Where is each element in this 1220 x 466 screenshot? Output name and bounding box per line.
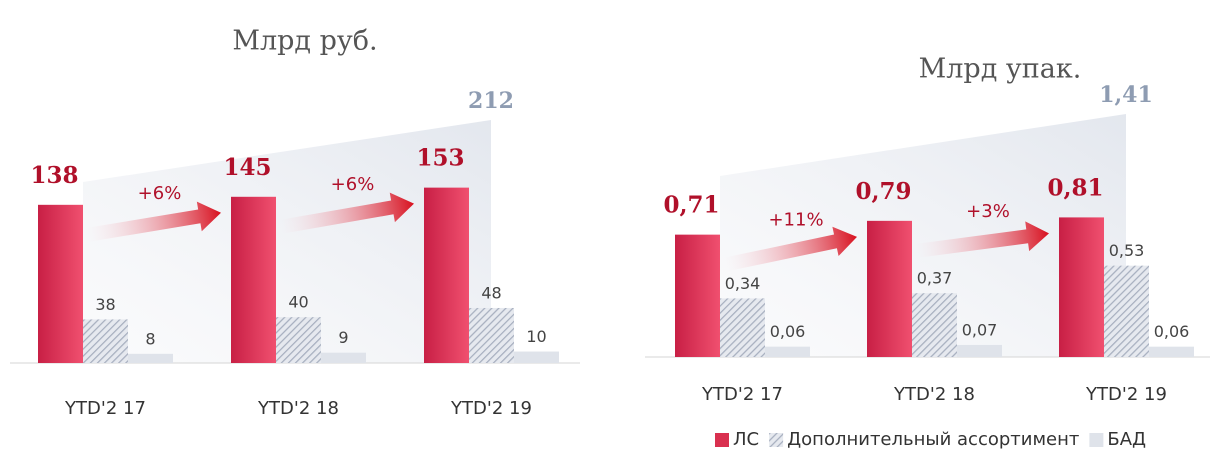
chart-title: Млрд руб. [232, 26, 377, 57]
total-area [83, 120, 491, 363]
legend-swatch [715, 433, 729, 447]
value-label: 38 [95, 295, 115, 314]
value-label: 0,53 [1109, 241, 1145, 260]
bar [83, 319, 128, 363]
value-label: 0,06 [770, 322, 806, 341]
growth-arrow [723, 226, 858, 272]
legend-label: Дополнительный ассортимент [787, 429, 1079, 450]
annotation: +6% [138, 183, 182, 204]
x-tick-label: YTD'2 18 [893, 384, 975, 405]
growth-arrow [916, 221, 1050, 258]
bar [514, 351, 559, 363]
value-label: 0,34 [725, 274, 761, 293]
bar [720, 298, 765, 357]
bar [912, 293, 957, 357]
bar [424, 187, 469, 363]
total-label: 212 [468, 88, 514, 114]
x-tick-label: YTD'2 18 [257, 398, 339, 419]
value-label: 48 [481, 283, 501, 302]
bar [957, 344, 1002, 357]
bar [231, 196, 276, 363]
bar [1104, 265, 1149, 357]
value-label: 40 [288, 293, 308, 312]
legend-swatch [769, 433, 784, 447]
value-label: 0,06 [1154, 322, 1190, 341]
legend-swatch [1089, 433, 1104, 447]
value-label-main: 145 [223, 154, 271, 181]
value-label: 0,37 [917, 269, 953, 288]
value-label: 8 [145, 329, 155, 348]
bar [38, 204, 83, 363]
bar [1059, 217, 1104, 357]
total-area [720, 114, 1126, 357]
bar [128, 353, 173, 363]
growth-arrow [86, 201, 222, 242]
bar [321, 352, 366, 363]
x-tick-label: YTD'2 17 [64, 398, 146, 419]
annotation: +6% [331, 174, 375, 195]
bar [867, 220, 912, 357]
bar [1149, 346, 1194, 357]
x-tick-label: YTD'2 19 [450, 398, 532, 419]
bar [276, 317, 321, 363]
bar [675, 234, 720, 357]
growth-arrow [279, 192, 415, 234]
value-label-main: 153 [416, 145, 464, 172]
value-label-main: 0,81 [1047, 174, 1103, 201]
value-label-main: 0,79 [855, 178, 911, 205]
legend-label: БАД [1107, 429, 1146, 450]
chart-title: Млрд упак. [919, 54, 1082, 85]
annotation: +3% [966, 201, 1010, 222]
value-label: 0,07 [962, 320, 998, 339]
annotation: +11% [768, 210, 823, 231]
total-label: 1,41 [1099, 82, 1153, 108]
value-label-main: 0,71 [663, 192, 719, 219]
value-label: 10 [526, 327, 546, 346]
legend-label: ЛС [733, 429, 759, 450]
bar [765, 346, 810, 357]
x-tick-label: YTD'2 19 [1085, 384, 1167, 405]
bar [469, 307, 514, 363]
value-label: 9 [338, 328, 348, 347]
value-label-main: 138 [30, 162, 78, 189]
x-tick-label: YTD'2 17 [701, 384, 783, 405]
